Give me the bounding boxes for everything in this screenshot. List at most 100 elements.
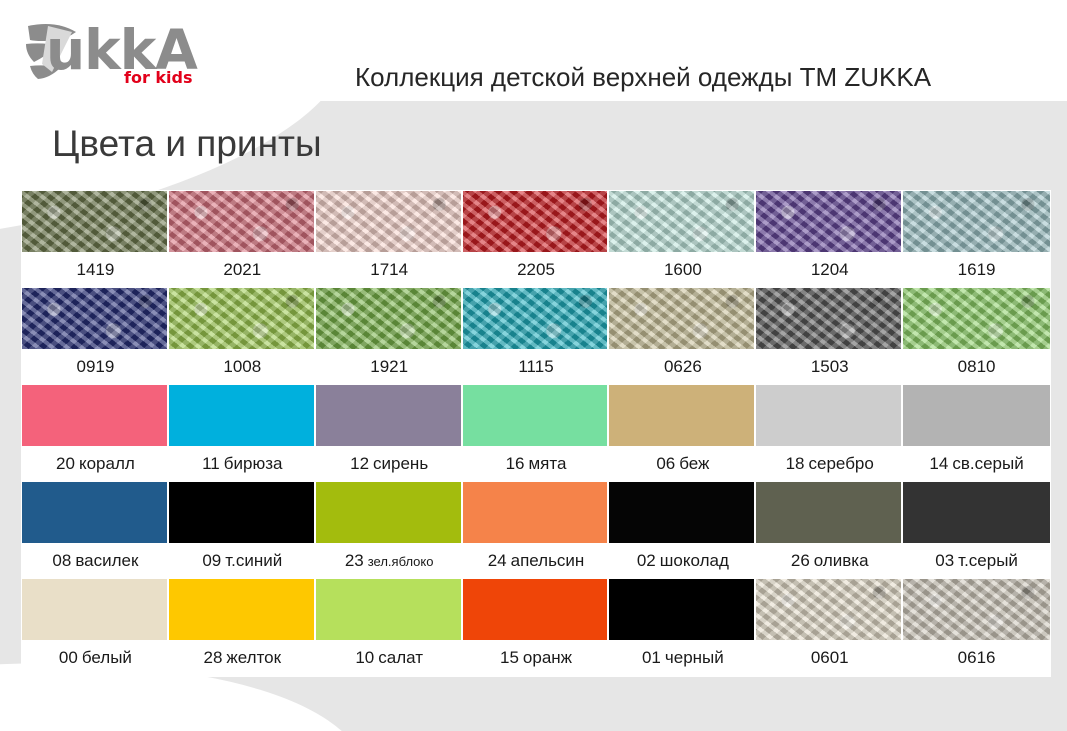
palette-cell-label: 06 беж (609, 446, 757, 482)
print-2205[interactable] (462, 191, 610, 252)
print-0626-camo[interactable] (609, 288, 757, 349)
palette-cell[interactable]: 23 зел.яблоко (315, 482, 463, 579)
palette-cell[interactable]: 01 черный (609, 579, 757, 676)
color-23-zel-yabloko[interactable] (315, 482, 463, 543)
palette-cell[interactable]: 1619 (903, 191, 1051, 288)
palette-cell[interactable]: 1503 (756, 288, 904, 385)
color-15-oranzh[interactable] (462, 579, 610, 640)
palette-cell[interactable]: 18 серебро (756, 385, 904, 482)
palette-cell[interactable]: 00 белый (22, 579, 169, 676)
palette-cell-name: оранж (522, 648, 573, 667)
print-0616-plaid[interactable] (903, 579, 1051, 640)
palette-cell[interactable]: 02 шоколад (609, 482, 757, 579)
color-03-t-seryy[interactable] (903, 482, 1051, 543)
palette-cell[interactable]: 1714 (315, 191, 463, 288)
palette-cell-label: 28 желток (168, 640, 316, 676)
palette-cell[interactable]: 24 апельсин (462, 482, 610, 579)
prints-row-2: 0919 1008 1921 1115 0626 1503 0810 (22, 288, 1051, 385)
print-1503[interactable] (756, 288, 904, 349)
palette-cell-label: 1600 (609, 252, 757, 288)
palette-cell[interactable]: 0810 (903, 288, 1051, 385)
palette-cell-code: 23 (344, 551, 364, 570)
palette-cell[interactable]: 28 желток (168, 579, 316, 676)
palette-cell-name: т.серый (958, 551, 1018, 570)
palette-cell-label: 0810 (903, 349, 1051, 385)
color-28-zheltok[interactable] (168, 579, 316, 640)
print-1714[interactable] (315, 191, 463, 252)
palette-cell[interactable]: 0626 (609, 288, 757, 385)
palette-cell-code: 06 (656, 454, 676, 473)
color-14-sv-seryy[interactable] (903, 385, 1051, 446)
palette-cell[interactable]: 1600 (609, 191, 757, 288)
print-0601-plaid[interactable] (756, 579, 904, 640)
palette-cell-code: 26 (790, 551, 810, 570)
palette-cell[interactable]: 10 салат (315, 579, 463, 676)
solids-row-3: 20 коралл 11 бирюза 12 сирень 16 мята 06 беж 18 сер… (22, 385, 1051, 482)
palette-cell[interactable]: 15 оранж (462, 579, 610, 676)
palette-cell[interactable]: 14 св.серый (903, 385, 1051, 482)
logo-wordmark: ukkA (46, 18, 198, 82)
palette-cell-label: 00 белый (22, 640, 169, 676)
palette-cell[interactable]: 06 беж (609, 385, 757, 482)
color-09-t-siniy[interactable] (168, 482, 316, 543)
print-0919[interactable] (22, 288, 169, 349)
print-1115[interactable] (462, 288, 610, 349)
print-1204[interactable] (756, 191, 904, 252)
palette-cell-label: 10 салат (315, 640, 463, 676)
palette-cell[interactable]: 0919 (22, 288, 169, 385)
color-11-biryuza[interactable] (168, 385, 316, 446)
palette-cell[interactable]: 0616 (903, 579, 1051, 676)
palette-cell[interactable]: 1921 (315, 288, 463, 385)
color-18-serebro[interactable] (756, 385, 904, 446)
logo-tagline: for kids (124, 68, 193, 87)
palette-cell-code: 16 (505, 454, 525, 473)
palette-cell-code: 09 (202, 551, 222, 570)
print-1600[interactable] (609, 191, 757, 252)
print-1619[interactable] (903, 191, 1051, 252)
palette-cell[interactable]: 16 мята (462, 385, 610, 482)
palette-cell[interactable]: 1204 (756, 191, 904, 288)
color-10-salat[interactable] (315, 579, 463, 640)
palette-cell[interactable]: 1419 (22, 191, 169, 288)
palette-cell[interactable]: 1115 (462, 288, 610, 385)
palette-cell-code: 02 (636, 551, 656, 570)
print-2021[interactable] (168, 191, 316, 252)
palette-cell[interactable]: 0601 (756, 579, 904, 676)
color-24-apelsin[interactable] (462, 482, 610, 543)
palette-cell[interactable]: 20 коралл (22, 385, 169, 482)
palette-cell-label: 03 т.серый (903, 543, 1051, 579)
palette-cell-label: 1419 (22, 252, 169, 288)
palette-cell-name: т.синий (225, 551, 283, 570)
palette-cell[interactable]: 08 василек (22, 482, 169, 579)
palette-cell[interactable]: 03 т.серый (903, 482, 1051, 579)
color-01-chernyy[interactable] (609, 579, 757, 640)
palette-cell-name: белый (81, 648, 132, 667)
print-1419[interactable] (22, 191, 169, 252)
print-1921[interactable] (315, 288, 463, 349)
palette-cell[interactable]: 12 сирень (315, 385, 463, 482)
palette-cell[interactable]: 11 бирюза (168, 385, 316, 482)
slide-header: ukkA for kids Коллекция детской верхней … (0, 0, 1067, 101)
palette-cell-name: серебро (808, 454, 874, 473)
palette-cell[interactable]: 09 т.синий (168, 482, 316, 579)
color-20-koral[interactable] (22, 385, 169, 446)
print-0810[interactable] (903, 288, 1051, 349)
color-00-belyy[interactable] (22, 579, 169, 640)
palette-cell[interactable]: 2205 (462, 191, 610, 288)
palette-cell[interactable]: 1008 (168, 288, 316, 385)
palette-cell[interactable]: 26 оливка (756, 482, 904, 579)
palette-cell-label: 18 серебро (756, 446, 904, 482)
palette-cell-label: 2205 (462, 252, 610, 288)
color-02-shokolad[interactable] (609, 482, 757, 543)
color-26-olivka[interactable] (756, 482, 904, 543)
palette-cell[interactable]: 2021 (168, 191, 316, 288)
color-08-vasilek[interactable] (22, 482, 169, 543)
palette-cell-label: 23 зел.яблоко (315, 543, 463, 579)
color-16-myata[interactable] (462, 385, 610, 446)
palette-cell-name: салат (378, 648, 423, 667)
palette-cell-label: 2021 (168, 252, 316, 288)
print-1008[interactable] (168, 288, 316, 349)
color-06-bezh[interactable] (609, 385, 757, 446)
palette-cell-code: 08 (52, 551, 72, 570)
color-12-siren[interactable] (315, 385, 463, 446)
